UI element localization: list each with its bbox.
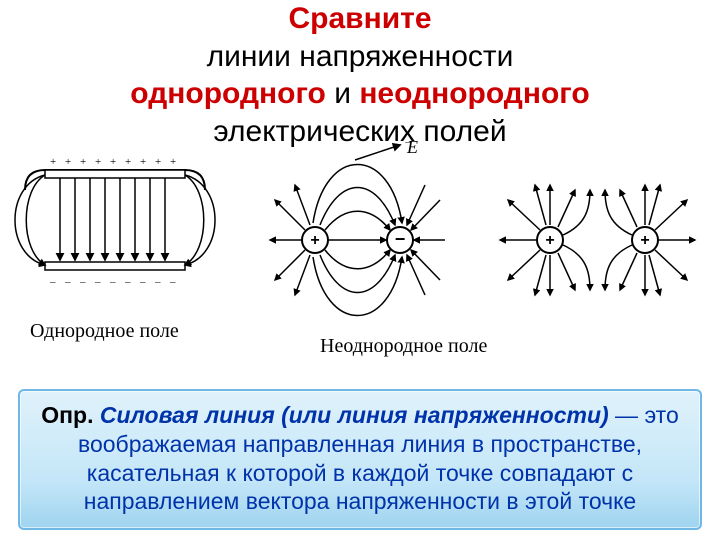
title-word-3b: и bbox=[326, 77, 359, 110]
def-prefix: Опр. bbox=[41, 402, 100, 428]
svg-text:+: + bbox=[125, 156, 131, 168]
svg-text:−: − bbox=[395, 229, 406, 249]
svg-text:–: – bbox=[154, 276, 161, 288]
svg-text:→: → bbox=[403, 135, 414, 147]
svg-text:–: – bbox=[49, 276, 56, 288]
uniform-caption: Однородное поле bbox=[30, 320, 179, 343]
svg-text:+: + bbox=[110, 156, 116, 168]
uniform-field-diagram: +++ +++ +++ ––– ––– ––– bbox=[15, 156, 215, 288]
title-word-1: Сравните bbox=[288, 2, 431, 35]
svg-text:–: – bbox=[79, 276, 86, 288]
svg-text:+: + bbox=[95, 156, 101, 168]
title-word-3a: однородного bbox=[130, 77, 326, 110]
svg-text:+: + bbox=[155, 156, 161, 168]
diagrams-area: +++ +++ +++ ––– ––– ––– bbox=[0, 125, 720, 360]
svg-text:+: + bbox=[170, 156, 176, 168]
svg-text:+: + bbox=[640, 232, 649, 249]
title-line-2: линии напряженности bbox=[207, 40, 514, 73]
svg-text:–: – bbox=[109, 276, 116, 288]
like-charges-diagram: + + bbox=[500, 185, 695, 295]
svg-text:–: – bbox=[64, 276, 71, 288]
nonuniform-caption: Неоднородное поле bbox=[320, 335, 487, 358]
def-term: Силовая линия (или линия напряженности) bbox=[100, 402, 609, 428]
svg-text:+: + bbox=[50, 156, 56, 168]
svg-text:–: – bbox=[169, 276, 176, 288]
svg-text:+: + bbox=[545, 232, 554, 249]
definition-box: Опр. Силовая линия (или линия напряженно… bbox=[18, 389, 702, 530]
title-word-3c: неоднородного bbox=[359, 77, 589, 110]
svg-text:+: + bbox=[80, 156, 86, 168]
svg-text:–: – bbox=[94, 276, 101, 288]
svg-text:–: – bbox=[124, 276, 131, 288]
svg-text:+: + bbox=[310, 232, 319, 249]
dipole-diagram: + − E → bbox=[270, 135, 445, 316]
svg-text:+: + bbox=[140, 156, 146, 168]
svg-text:–: – bbox=[139, 276, 146, 288]
svg-text:+: + bbox=[65, 156, 71, 168]
